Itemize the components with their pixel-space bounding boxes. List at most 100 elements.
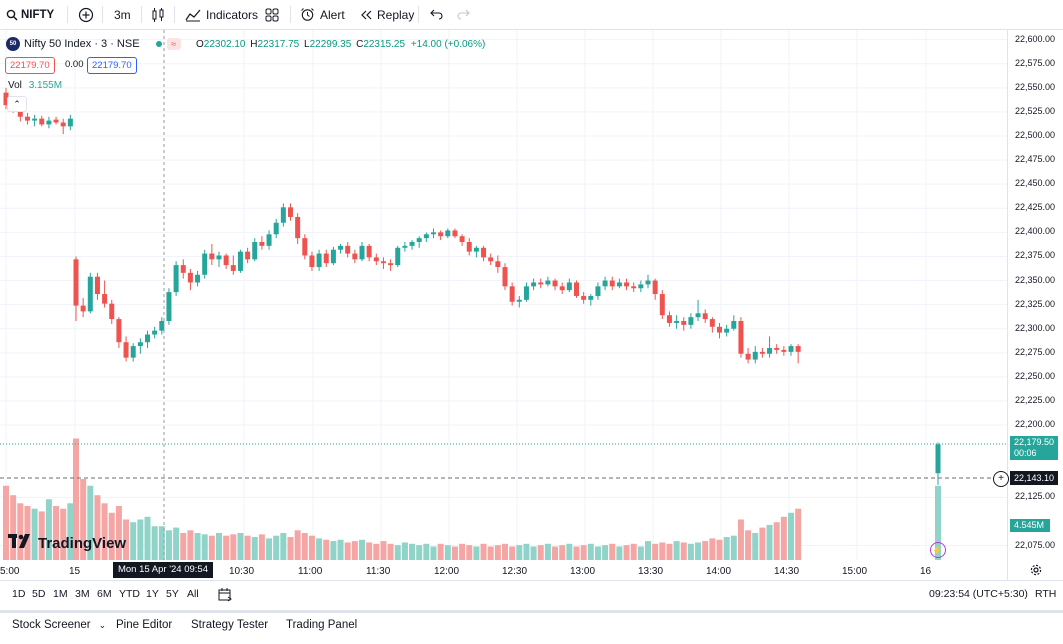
volume-bar — [101, 503, 108, 560]
candle-up — [237, 249, 243, 273]
tab-strategy-tester[interactable]: Strategy Tester — [191, 619, 269, 631]
candle-body — [330, 249, 336, 264]
symbol-label: NIFTY — [21, 8, 55, 21]
symbol-search-button[interactable]: NIFTY — [6, 0, 54, 29]
candle-body — [674, 321, 680, 323]
candle-up — [645, 274, 651, 289]
volume-bar — [451, 546, 458, 560]
candle-body — [209, 253, 215, 260]
buy-price-button[interactable]: 22179.70 — [87, 57, 137, 74]
candle-body — [581, 295, 587, 300]
replay-button[interactable]: Replay — [360, 0, 414, 29]
candle-up — [724, 324, 730, 337]
tab-stock-screener[interactable]: Stock Screener ⌄ — [12, 619, 106, 631]
chart-settings-gear-icon[interactable] — [1029, 563, 1043, 577]
watermark-text: TradingView — [38, 535, 127, 552]
candle-down — [180, 259, 186, 279]
volume-bar — [566, 543, 573, 560]
range-button-6m[interactable]: 6M — [97, 588, 112, 600]
volume-bar — [330, 541, 337, 560]
candle-body — [245, 251, 251, 260]
candle-down — [187, 268, 193, 291]
price-axis[interactable] — [1007, 30, 1063, 580]
price-tick-label: 22,350.00 — [1015, 274, 1056, 285]
tab-pine-editor[interactable]: Pine Editor — [116, 619, 173, 631]
candle-up — [431, 228, 436, 239]
collapse-legend-button[interactable]: ⌃ — [7, 96, 27, 112]
crosshair-price-label: 22,143.10 — [1010, 471, 1058, 485]
candle-body — [731, 321, 737, 329]
range-button-3m[interactable]: 3M — [75, 588, 90, 600]
candle-up — [566, 278, 572, 293]
volume-bar — [473, 546, 480, 560]
redo-button[interactable] — [457, 0, 471, 29]
candle-body — [187, 272, 193, 283]
candle-body — [473, 247, 479, 252]
candle-down — [652, 278, 658, 300]
price-chart[interactable] — [0, 30, 1007, 580]
volume-bar — [38, 511, 45, 560]
candle-body — [638, 284, 644, 289]
candle-up — [445, 228, 451, 239]
candle-down — [39, 115, 45, 127]
candle-body — [67, 118, 73, 127]
range-button-ytd[interactable]: YTD — [119, 588, 140, 600]
session-rth[interactable]: RTH — [1035, 588, 1057, 600]
candle-body — [438, 232, 444, 237]
volume-bar — [201, 534, 208, 560]
candle-up — [767, 336, 773, 358]
indicators-button[interactable]: Indicators — [185, 0, 258, 29]
time-tick-label: 15 — [69, 566, 81, 577]
candle-up — [473, 245, 479, 258]
volume-legend: Vol 3.155M — [8, 80, 62, 91]
volume-bar — [187, 530, 194, 560]
volume-bar — [580, 545, 587, 560]
legend-title[interactable]: Nifty 50 Index · 3 · NSE — [24, 38, 140, 50]
candle-body — [195, 274, 201, 283]
volume-bar — [544, 543, 551, 560]
range-button-1d[interactable]: 1D — [12, 588, 26, 600]
volume-bar — [158, 526, 165, 560]
compare-add-button[interactable] — [78, 0, 94, 29]
interval-button[interactable]: 3m — [114, 0, 131, 29]
indicators-label: Indicators — [206, 7, 259, 22]
clock-timezone[interactable]: 09:23:54 (UTC+5:30) — [929, 588, 1028, 600]
layouts-button[interactable] — [265, 0, 279, 29]
candle-up — [788, 344, 794, 356]
add-alert-plus-icon[interactable]: + — [993, 471, 1009, 487]
sell-price-button[interactable]: 22179.70 — [5, 57, 55, 74]
volume-bar — [337, 539, 344, 560]
volume-bar — [173, 527, 180, 560]
candle-body — [259, 242, 265, 246]
low-value: 22299.35 — [309, 39, 352, 50]
range-button-1y[interactable]: 1Y — [146, 588, 159, 600]
undo-button[interactable] — [429, 0, 443, 29]
delay-icon[interactable]: ≈ — [166, 38, 181, 50]
candle-body — [216, 255, 222, 260]
candle-up — [195, 270, 201, 287]
volume-bar — [587, 543, 594, 560]
candle-body — [688, 317, 694, 325]
candle-body — [280, 207, 286, 223]
lightning-icon[interactable]: ⚡ — [930, 542, 946, 558]
candle-body — [588, 295, 594, 300]
candle-down — [373, 253, 379, 266]
toolbar-divider — [67, 6, 68, 23]
range-button-5d[interactable]: 5D — [32, 588, 46, 600]
tab-trading-panel[interactable]: Trading Panel — [286, 619, 358, 631]
candle-body — [935, 444, 941, 474]
candle-body — [717, 326, 722, 333]
candle-down — [438, 230, 444, 241]
range-button-all[interactable]: All — [187, 588, 199, 600]
toolbar-divider — [141, 6, 142, 23]
volume-bar — [480, 543, 487, 560]
range-button-1m[interactable]: 1M — [53, 588, 68, 600]
candle-down — [552, 278, 558, 291]
market-status-dot — [155, 41, 162, 47]
volume-bar — [344, 542, 351, 560]
alert-button[interactable]: Alert — [300, 0, 345, 29]
range-button-5y[interactable]: 5Y — [166, 588, 179, 600]
go-to-date-calendar-icon[interactable] — [217, 587, 233, 603]
bar-countdown: 00:06 — [1014, 448, 1037, 458]
chart-type-button[interactable] — [151, 0, 165, 29]
